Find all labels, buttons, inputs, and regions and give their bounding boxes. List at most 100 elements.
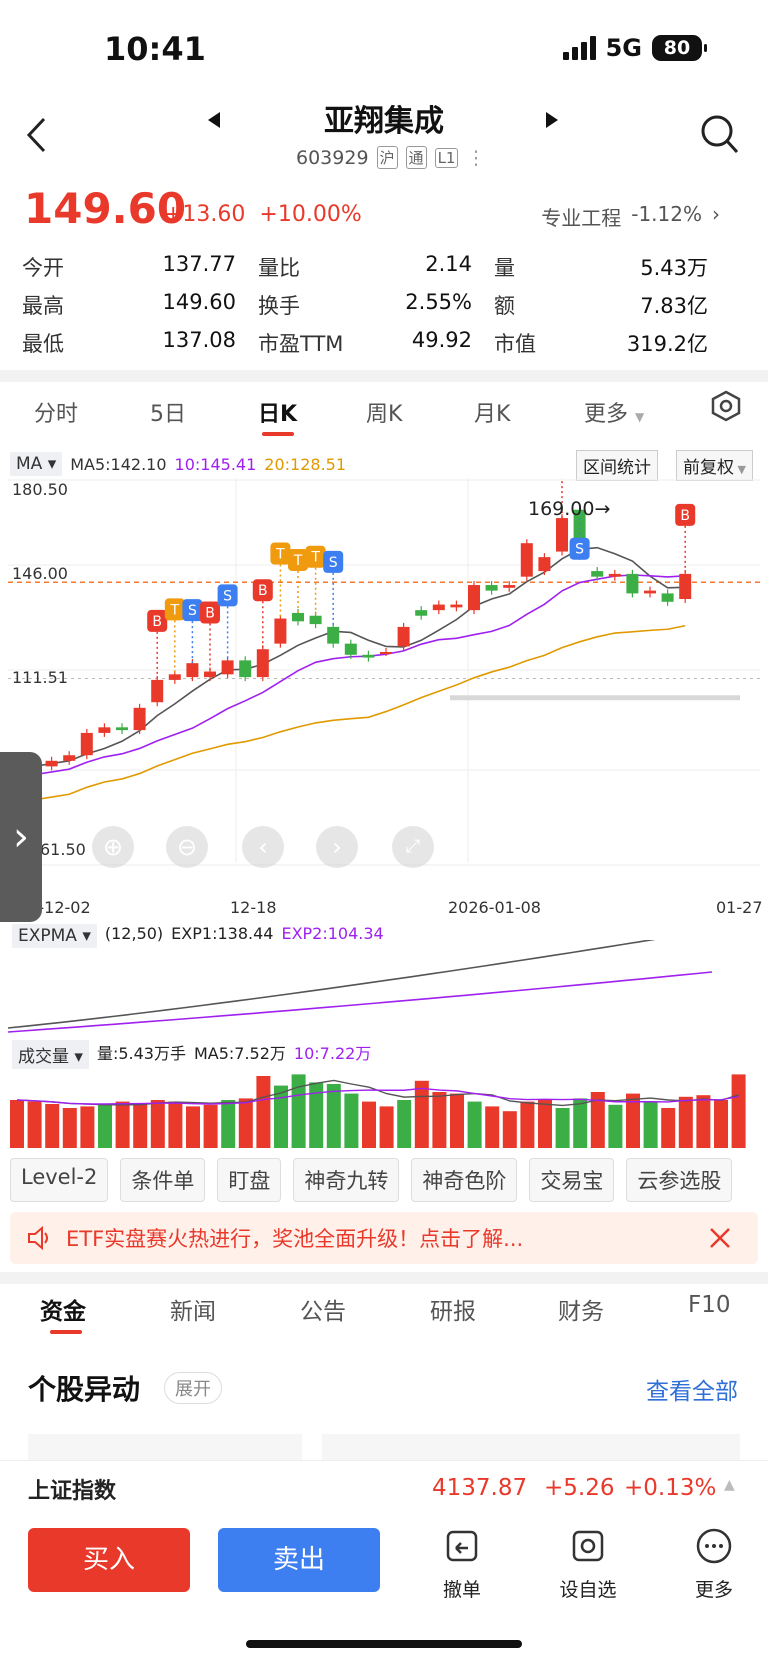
tab-weekly-k[interactable]: 周K <box>366 402 403 427</box>
high-marker: 169.00→ <box>528 498 611 520</box>
candle-body <box>151 679 164 703</box>
volume-bar <box>221 1100 236 1148</box>
signal-label: B <box>258 583 268 599</box>
cancel-order-button[interactable]: 撤单 <box>422 1526 502 1602</box>
candle-body <box>538 557 551 572</box>
signal-label: B <box>152 614 162 630</box>
signal-label: S <box>223 588 232 604</box>
tool-trade-treasure[interactable]: 交易宝 <box>529 1158 615 1202</box>
expma-selector[interactable]: EXPMA ▾ <box>12 924 97 948</box>
more-button[interactable]: 更多 <box>674 1526 754 1602</box>
expand-button[interactable]: 展开 <box>164 1372 222 1404</box>
promo-banner[interactable]: ETF实盘赛火热进行，奖池全面升级！点击了解... <box>10 1212 758 1264</box>
stat-label: 量比 <box>258 256 300 280</box>
volume-bar <box>379 1106 394 1148</box>
ma-selector[interactable]: MA ▾ <box>10 452 63 476</box>
side-expand-tab[interactable]: › <box>0 752 42 922</box>
signal-label: S <box>188 603 197 619</box>
expma-legend: EXPMA ▾ (12,50) EXP1:138.44 EXP2:104.34 <box>12 924 384 948</box>
stat-value: 2.14 <box>425 252 472 276</box>
settings-hex-icon[interactable] <box>710 390 742 422</box>
stat-label: 量 <box>494 256 515 280</box>
candle-body <box>661 593 674 602</box>
volume-bar <box>696 1095 711 1148</box>
adjust-button[interactable]: 前复权 ▼ <box>676 450 753 481</box>
volume-bar <box>678 1096 693 1148</box>
scroll-left-icon[interactable]: ‹ <box>242 826 284 868</box>
ma-legend: MA ▾ MA5:142.10 10:145.41 20:128.51 <box>10 452 346 476</box>
volume-bar <box>344 1093 359 1148</box>
tool-magic-nine[interactable]: 神奇九转 <box>293 1158 400 1202</box>
candle-body <box>98 727 111 733</box>
tab-more[interactable]: 更多 ▼ <box>584 396 644 428</box>
expma-selector-label: EXPMA <box>18 926 77 946</box>
tab-monthly-k[interactable]: 月K <box>474 402 511 427</box>
tab-funds[interactable]: 资金 <box>40 1299 86 1325</box>
stat-row: 最低 137.08 市盈TTM 49.92 市值 319.2亿 <box>22 324 742 362</box>
volume-bar <box>590 1092 605 1148</box>
volume-value: 量:5.43万手 <box>96 1044 186 1063</box>
next-stock-icon[interactable] <box>544 110 560 130</box>
volume-bar <box>643 1101 658 1148</box>
tab-5day[interactable]: 5日 <box>150 402 186 427</box>
signal-badge <box>252 579 273 602</box>
tab-daily-k[interactable]: 日K <box>258 402 298 427</box>
add-watch-label: 设自选 <box>559 1579 617 1601</box>
fullscreen-icon[interactable]: ⤢ <box>392 826 434 868</box>
more-label: 更多 <box>694 1579 733 1601</box>
candle-body <box>644 590 656 594</box>
stat-label: 今开 <box>22 256 64 280</box>
volume-bar <box>714 1100 728 1148</box>
sell-button[interactable]: 卖出 <box>218 1528 380 1592</box>
volume-selector[interactable]: 成交量 ▾ <box>12 1040 89 1069</box>
stat-label: 额 <box>494 294 515 318</box>
volume-selector-label: 成交量 <box>18 1047 69 1067</box>
tab-news[interactable]: 新闻 <box>170 1299 216 1325</box>
range-stats-button[interactable]: 区间统计 <box>576 450 658 481</box>
ma-selector-label: MA <box>16 454 43 474</box>
stock-code: 603929 <box>296 146 369 169</box>
volume-bar <box>608 1104 623 1148</box>
speaker-icon <box>28 1225 48 1251</box>
candlestick-chart[interactable]: BTSBSBTTTSBSB <box>0 478 768 898</box>
tab-f10[interactable]: F10 <box>688 1292 731 1318</box>
scroll-right-icon[interactable]: › <box>316 826 358 868</box>
close-icon[interactable] <box>708 1226 732 1250</box>
back-icon[interactable] <box>24 116 48 154</box>
candle-body <box>380 652 392 654</box>
home-indicator <box>246 1640 522 1648</box>
tool-level2[interactable]: Level-2 <box>10 1158 109 1202</box>
more-dots-icon[interactable]: ⋮ <box>466 146 486 169</box>
tool-magic-color[interactable]: 神奇色阶 <box>411 1158 518 1202</box>
candle-body <box>45 760 58 767</box>
view-all-link[interactable]: 查看全部 <box>646 1379 738 1405</box>
candle-body <box>116 727 128 731</box>
exp1-line <box>7 940 656 1029</box>
tool-condition-order[interactable]: 条件单 <box>120 1158 206 1202</box>
index-bar[interactable]: 上证指数 4137.87 +5.26 +0.13% ▲ <box>0 1460 768 1520</box>
tab-fenshi[interactable]: 分时 <box>34 402 79 427</box>
zoom-in-icon[interactable]: ⊕ <box>92 826 134 868</box>
tool-watch[interactable]: 盯盘 <box>217 1158 282 1202</box>
sector-name: 专业工程 <box>541 206 622 230</box>
active-tab-underline <box>262 432 294 436</box>
sector-link[interactable]: 专业工程 -1.12% › <box>541 202 720 231</box>
tag-l1: L1 <box>434 147 459 168</box>
signal-badge <box>200 601 220 624</box>
volume-chart <box>10 1074 746 1148</box>
add-watch-icon <box>572 1530 604 1562</box>
tab-announcement[interactable]: 公告 <box>300 1299 346 1325</box>
candle-body <box>133 707 146 731</box>
buy-button[interactable]: 买入 <box>28 1528 190 1592</box>
prev-stock-icon[interactable] <box>206 110 222 130</box>
search-icon[interactable] <box>700 114 740 156</box>
index-change: +5.26 <box>544 1475 615 1501</box>
tab-finance[interactable]: 财务 <box>558 1299 604 1325</box>
tool-cloud-pick[interactable]: 云参选股 <box>626 1158 733 1202</box>
zoom-out-icon[interactable]: ⊖ <box>166 826 208 868</box>
ma20-value: 20:128.51 <box>264 454 347 474</box>
tab-research[interactable]: 研报 <box>430 1299 476 1325</box>
candle-body <box>292 612 304 622</box>
add-watch-button[interactable]: 设自选 <box>548 1526 628 1602</box>
candle-body <box>186 663 199 678</box>
